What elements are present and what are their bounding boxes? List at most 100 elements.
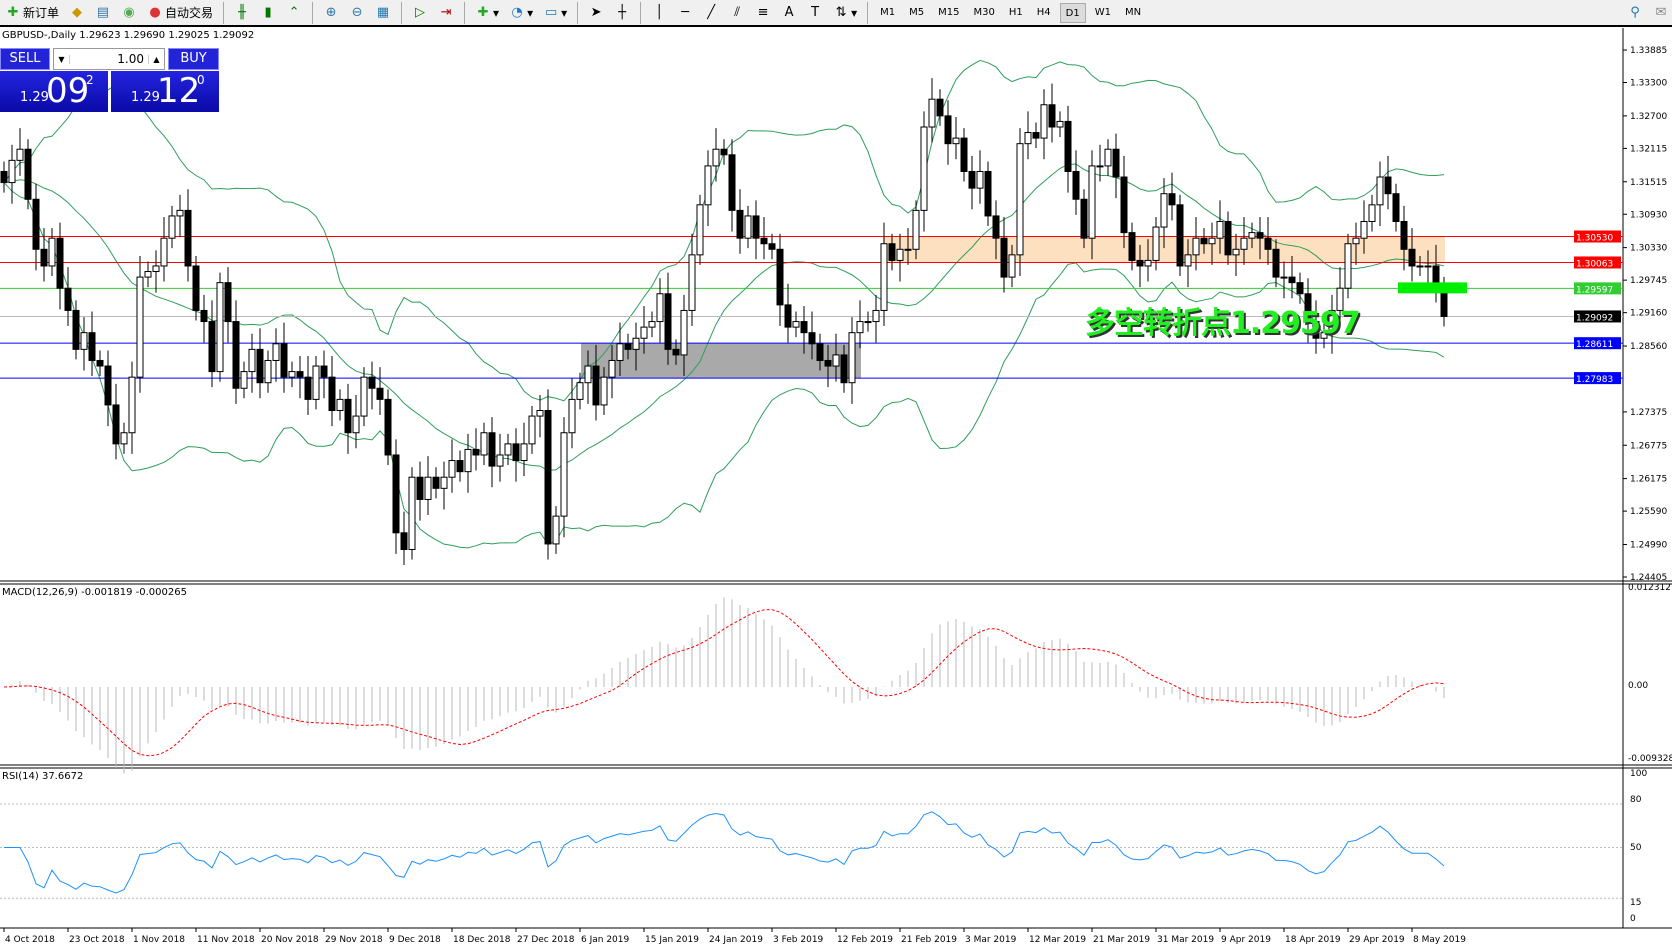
search-button[interactable]: ⚲ [1624, 2, 1646, 24]
date-label: 3 Mar 2019 [965, 935, 1017, 945]
candle-body [40, 248, 48, 267]
timeframe-mn[interactable]: MN [1124, 6, 1142, 18]
candle-body [1408, 248, 1416, 267]
horizontal-line-button[interactable]: ─ [674, 2, 696, 24]
lot-size-field[interactable]: ▼ 1.00 ▲ [53, 48, 165, 70]
candle-body [456, 460, 464, 473]
new-order-button[interactable]: ✚ 新订单 [2, 2, 62, 24]
divider [464, 1, 466, 24]
candle-body [288, 371, 296, 378]
candle-body [304, 376, 312, 400]
lot-increase-icon[interactable]: ▲ [148, 54, 164, 64]
periods-button[interactable]: ◔ ▾ [506, 2, 536, 24]
candle-body [200, 309, 208, 323]
price-level-tag [1574, 256, 1621, 269]
chart-shift-button[interactable]: ⇥ [435, 2, 457, 24]
candle-body [584, 365, 592, 384]
timeframe-d1[interactable]: D1 [1059, 2, 1086, 23]
one-click-trading-panel: SELL ▼ 1.00 ▲ BUY 1.29 09 2 1.29 12 0 [0, 48, 219, 112]
timeframe-m5[interactable]: M5 [909, 6, 925, 18]
candle-body [616, 343, 624, 361]
trendline-button[interactable]: ╱ [700, 2, 722, 24]
candle-body [112, 404, 120, 445]
price-level-label: 1.29597 [1576, 285, 1613, 295]
timeframe-m1[interactable]: M1 [880, 6, 896, 18]
buy-button[interactable]: BUY [168, 48, 219, 70]
templates-button[interactable]: ▭ ▾ [544, 4, 568, 20]
market-watch-button[interactable]: ◆ [66, 2, 88, 24]
date-label: 4 Oct 2018 [5, 935, 55, 945]
price-tick-label: 1.30930 [1630, 210, 1667, 220]
chat-button[interactable]: ✉ [1650, 2, 1672, 24]
buy-price[interactable]: 1.29 12 0 [111, 71, 219, 112]
date-label: 21 Feb 2019 [901, 935, 957, 945]
divider [401, 1, 403, 24]
candle-body [128, 376, 136, 434]
timeframe-w1[interactable]: W1 [1094, 6, 1111, 18]
price-level-label: 1.30063 [1576, 259, 1613, 269]
timeframe-h1[interactable]: H1 [1008, 6, 1023, 18]
rsi-tick: 50 [1630, 843, 1642, 853]
candle-body [400, 532, 408, 550]
candle-body [528, 415, 536, 445]
equidistant-channel-button[interactable]: ⫽ [726, 2, 748, 24]
candle-body [1120, 176, 1128, 234]
price-tick-label: 1.30330 [1630, 244, 1667, 254]
candle-body [224, 282, 232, 323]
signals-button[interactable]: ◉ [118, 2, 140, 24]
sell-price[interactable]: 1.29 09 2 [0, 71, 108, 112]
auto-trading-button[interactable]: ● 自动交易 [144, 2, 216, 24]
zoom-in-button[interactable]: ⊕ [320, 2, 342, 24]
timeframe-m15[interactable]: M15 [938, 6, 960, 18]
bar-chart-button[interactable]: ╫ [231, 2, 253, 24]
date-label: 20 Nov 2018 [261, 935, 319, 945]
price-level-tag [1574, 337, 1621, 350]
rsi-tick: 100 [1630, 769, 1648, 779]
candle-body [920, 126, 928, 211]
candle-body [880, 243, 888, 311]
indicators-button[interactable]: ✚ ▾ [472, 2, 502, 24]
bollinger-lower [3, 182, 1445, 549]
date-label: 12 Feb 2019 [837, 935, 893, 945]
price-level-tag [1574, 282, 1621, 295]
candle-body [1048, 104, 1056, 128]
bollinger-middle [3, 163, 1445, 472]
arrows-button[interactable]: ⇅ ▾ [830, 2, 860, 24]
price-tick-label: 1.32115 [1630, 144, 1667, 154]
text-button[interactable]: A [778, 2, 800, 24]
candle-body [1112, 148, 1120, 178]
candle-body [1384, 176, 1392, 195]
candle-body [392, 454, 400, 534]
candle-body [1344, 243, 1352, 289]
sell-button[interactable]: SELL [0, 48, 50, 70]
zoom-out-button[interactable]: ⊖ [346, 2, 368, 24]
text-label-button[interactable]: T [804, 2, 826, 24]
price-tick-label: 1.32700 [1630, 112, 1667, 122]
timeframe-h4[interactable]: H4 [1036, 6, 1051, 18]
cursor-button[interactable]: ➤ [585, 2, 607, 24]
candle-body [872, 309, 880, 323]
candle-body [1136, 259, 1144, 267]
vertical-line-button[interactable]: │ [648, 2, 670, 24]
navigator-button[interactable]: ▤ [92, 2, 114, 24]
price-tick-label: 1.26175 [1630, 475, 1667, 485]
crosshair-button[interactable]: ┼ [611, 2, 633, 24]
lot-decrease-icon[interactable]: ▼ [54, 54, 70, 64]
candle-body [1424, 265, 1432, 268]
fibonacci-button[interactable]: ≡ [752, 2, 774, 24]
candle-body [1024, 132, 1032, 145]
line-chart-button[interactable]: ⌃ [283, 2, 305, 24]
auto-scroll-button[interactable]: ▷ [409, 2, 431, 24]
candle-body [408, 476, 416, 550]
candle-body [1008, 254, 1016, 278]
date-label: 15 Jan 2019 [645, 935, 699, 945]
line-chart-icon: ⌃ [288, 4, 300, 20]
lot-value[interactable]: 1.00 [117, 52, 144, 66]
date-label: 9 Apr 2019 [1221, 935, 1271, 945]
timeframe-m30[interactable]: M30 [973, 6, 995, 18]
tile-windows-button[interactable]: ▦ [372, 2, 394, 24]
chat-icon: ✉ [1655, 4, 1667, 20]
candle-body [136, 276, 144, 378]
candlestick-button[interactable]: ▮ [257, 2, 279, 24]
